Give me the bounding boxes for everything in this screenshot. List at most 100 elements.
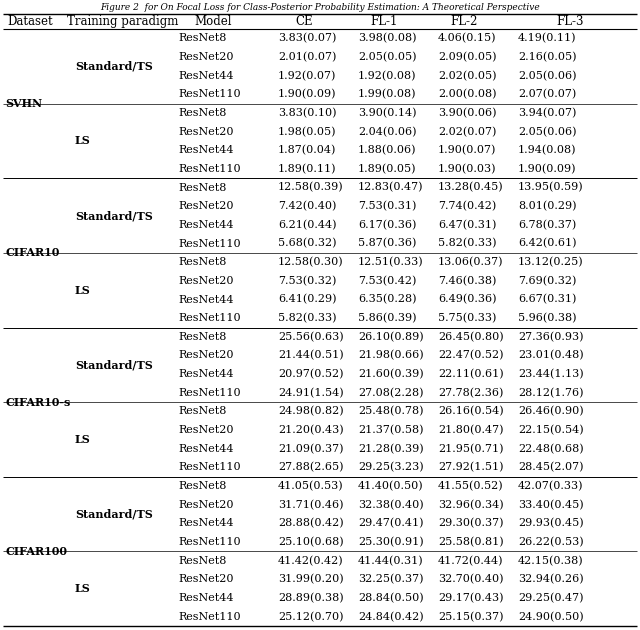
Text: 21.95(0.71): 21.95(0.71) [438,444,504,454]
Text: LS: LS [75,285,91,295]
Text: 22.48(0.68): 22.48(0.68) [518,444,584,454]
Text: ResNet44: ResNet44 [178,294,234,304]
Text: 42.15(0.38): 42.15(0.38) [518,556,584,566]
Text: ResNet110: ResNet110 [178,462,241,472]
Text: 26.45(0.80): 26.45(0.80) [438,331,504,342]
Text: ResNet8: ResNet8 [178,33,227,43]
Text: 32.96(0.34): 32.96(0.34) [438,500,504,510]
Text: 41.40(0.50): 41.40(0.50) [358,481,424,491]
Text: 27.36(0.93): 27.36(0.93) [518,331,584,342]
Text: 6.17(0.36): 6.17(0.36) [358,220,417,230]
Text: ResNet8: ResNet8 [178,257,227,267]
Text: 21.60(0.39): 21.60(0.39) [358,369,424,379]
Text: Dataset: Dataset [7,15,53,28]
Text: 6.21(0.44): 6.21(0.44) [278,220,337,230]
Text: ResNet8: ResNet8 [178,108,227,118]
Text: 4.19(0.11): 4.19(0.11) [518,33,577,43]
Text: 7.69(0.32): 7.69(0.32) [518,276,577,286]
Text: 21.44(0.51): 21.44(0.51) [278,350,344,360]
Text: ResNet44: ResNet44 [178,444,234,454]
Text: 41.55(0.52): 41.55(0.52) [438,481,504,491]
Text: 6.47(0.31): 6.47(0.31) [438,220,497,230]
Text: 3.83(0.10): 3.83(0.10) [278,108,337,118]
Text: 12.83(0.47): 12.83(0.47) [358,183,424,193]
Text: Standard/TS: Standard/TS [75,210,153,221]
Text: 1.87(0.04): 1.87(0.04) [278,145,337,156]
Text: 29.30(0.37): 29.30(0.37) [438,518,504,529]
Text: 4.06(0.15): 4.06(0.15) [438,33,497,43]
Text: 7.53(0.32): 7.53(0.32) [278,276,337,286]
Text: 32.25(0.37): 32.25(0.37) [358,574,424,585]
Text: 41.05(0.53): 41.05(0.53) [278,481,344,491]
Text: FL-1: FL-1 [371,15,397,28]
Text: 23.01(0.48): 23.01(0.48) [518,350,584,360]
Text: 22.47(0.52): 22.47(0.52) [438,350,504,360]
Text: 13.12(0.25): 13.12(0.25) [518,257,584,267]
Text: 3.90(0.14): 3.90(0.14) [358,108,417,118]
Text: 28.45(2.07): 28.45(2.07) [518,462,584,472]
Text: 7.46(0.38): 7.46(0.38) [438,276,497,286]
Text: 21.28(0.39): 21.28(0.39) [358,444,424,454]
Text: 33.40(0.45): 33.40(0.45) [518,500,584,510]
Text: CIFAR10: CIFAR10 [5,248,60,258]
Text: ResNet20: ResNet20 [178,52,234,62]
Text: 5.75(0.33): 5.75(0.33) [438,313,497,323]
Text: ResNet44: ResNet44 [178,146,234,155]
Text: 29.47(0.41): 29.47(0.41) [358,518,424,529]
Text: 28.89(0.38): 28.89(0.38) [278,593,344,603]
Text: 1.92(0.07): 1.92(0.07) [278,71,337,81]
Text: 1.90(0.09): 1.90(0.09) [278,89,337,100]
Text: 13.06(0.37): 13.06(0.37) [438,257,504,267]
Text: 25.12(0.70): 25.12(0.70) [278,612,344,622]
Text: 8.01(0.29): 8.01(0.29) [518,201,577,212]
Text: ResNet44: ResNet44 [178,593,234,603]
Text: 28.88(0.42): 28.88(0.42) [278,518,344,529]
Text: 41.72(0.44): 41.72(0.44) [438,556,504,566]
Text: 25.10(0.68): 25.10(0.68) [278,537,344,547]
Text: 27.78(2.36): 27.78(2.36) [438,387,504,398]
Text: 2.09(0.05): 2.09(0.05) [438,52,497,62]
Text: 5.96(0.38): 5.96(0.38) [518,313,577,323]
Text: CE: CE [295,15,313,28]
Text: Figure 2  for On Focal Loss for Class-Posterior Probability Estimation: A Theore: Figure 2 for On Focal Loss for Class-Pos… [100,3,540,11]
Text: 2.07(0.07): 2.07(0.07) [518,89,576,100]
Text: 1.92(0.08): 1.92(0.08) [358,71,417,81]
Text: 24.98(0.82): 24.98(0.82) [278,406,344,416]
Text: 23.44(1.13): 23.44(1.13) [518,369,584,379]
Text: 7.42(0.40): 7.42(0.40) [278,201,337,212]
Text: ResNet20: ResNet20 [178,350,234,360]
Text: 1.94(0.08): 1.94(0.08) [518,145,577,156]
Text: ResNet44: ResNet44 [178,518,234,529]
Text: ResNet8: ResNet8 [178,556,227,566]
Text: 3.98(0.08): 3.98(0.08) [358,33,417,43]
Text: 29.25(3.23): 29.25(3.23) [358,462,424,472]
Text: 1.98(0.05): 1.98(0.05) [278,127,337,137]
Text: ResNet110: ResNet110 [178,612,241,622]
Text: 1.99(0.08): 1.99(0.08) [358,89,417,100]
Text: ResNet20: ResNet20 [178,201,234,211]
Text: 7.53(0.42): 7.53(0.42) [358,276,417,286]
Text: 22.15(0.54): 22.15(0.54) [518,425,584,435]
Text: ResNet8: ResNet8 [178,183,227,193]
Text: 20.97(0.52): 20.97(0.52) [278,369,344,379]
Text: Model: Model [195,15,232,28]
Text: ResNet110: ResNet110 [178,239,241,249]
Text: FL-2: FL-2 [451,15,477,28]
Text: 13.28(0.45): 13.28(0.45) [438,183,504,193]
Text: 25.48(0.78): 25.48(0.78) [358,406,424,416]
Text: 2.01(0.07): 2.01(0.07) [278,52,337,62]
Text: 2.04(0.06): 2.04(0.06) [358,127,417,137]
Text: ResNet110: ResNet110 [178,89,241,100]
Text: 21.98(0.66): 21.98(0.66) [358,350,424,360]
Text: 21.09(0.37): 21.09(0.37) [278,444,344,454]
Text: 2.00(0.08): 2.00(0.08) [438,89,497,100]
Text: 6.41(0.29): 6.41(0.29) [278,294,337,305]
Text: 3.94(0.07): 3.94(0.07) [518,108,577,118]
Text: ResNet44: ResNet44 [178,71,234,81]
Text: 5.82(0.33): 5.82(0.33) [438,238,497,249]
Text: 29.17(0.43): 29.17(0.43) [438,593,504,603]
Text: 25.56(0.63): 25.56(0.63) [278,331,344,342]
Text: 24.91(1.54): 24.91(1.54) [278,387,344,398]
Text: Standard/TS: Standard/TS [75,359,153,370]
Text: 3.90(0.06): 3.90(0.06) [438,108,497,118]
